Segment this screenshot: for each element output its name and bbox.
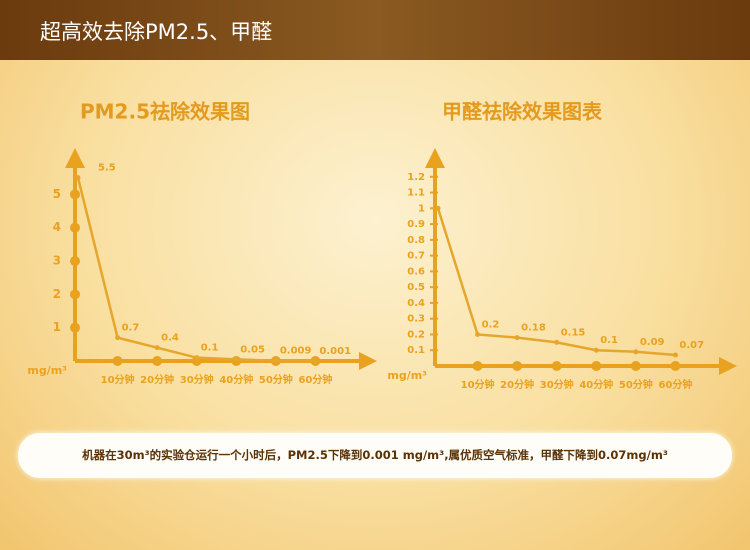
x-tick-label: 40分钟 (219, 373, 253, 386)
x-tick (112, 356, 123, 366)
y-tick-label: 0.1 (407, 345, 425, 356)
x-tick (591, 361, 602, 371)
header-title: 超高效去除PM2.5、甲醛 (40, 20, 273, 44)
x-tick-label: 40分钟 (579, 378, 613, 391)
y-tick-label: 0.6 (407, 266, 425, 277)
x-arrow (359, 352, 377, 370)
y-tick-label: 3 (53, 254, 61, 268)
y-tick-label: 4 (53, 220, 61, 234)
data-point (475, 331, 481, 337)
y-tick-label: 2 (53, 287, 61, 301)
x-arrow (719, 357, 737, 375)
x-tick-label: 60分钟 (298, 373, 332, 386)
y-tick-label: 0.4 (407, 298, 425, 309)
y-tick (70, 189, 80, 200)
data-point (273, 358, 279, 364)
data-line (76, 177, 316, 363)
data-label: 0.05 (240, 344, 265, 355)
data-point (233, 356, 239, 362)
y-tick (70, 289, 80, 300)
charts: PM2.5祛除效果图 mg/m³ 1 2 3 4 5 10分钟 20分钟 30分钟 40分钟 50分钟… (27, 100, 737, 391)
data-point (75, 175, 81, 181)
x-tick-label: 20分钟 (500, 378, 534, 391)
data-point (435, 205, 441, 211)
caption: 机器在30m³的实验仓运行一个小时后，PM2.5下降到0.001 mg/m³,属… (82, 448, 668, 462)
y-tick-label: 0.2 (407, 329, 425, 340)
data-label: 0.07 (679, 340, 704, 351)
y-tick (70, 222, 80, 233)
x-tick-label: 10分钟 (101, 373, 135, 386)
x-tick (512, 361, 523, 371)
x-tick-label: 20分钟 (140, 373, 174, 386)
y-tick (70, 322, 80, 333)
data-point (593, 347, 599, 353)
x-tick (472, 361, 483, 371)
x-tick-label: 50分钟 (259, 373, 293, 386)
x-tick-label: 10分钟 (461, 378, 495, 391)
y-tick-label: 1 (53, 320, 61, 334)
data-label: 0.1 (600, 335, 618, 346)
y-tick-label: 0.3 (407, 314, 425, 325)
data-line (436, 207, 676, 357)
chart-title: PM2.5祛除效果图 (80, 100, 250, 124)
data-label: 0.15 (561, 327, 586, 338)
data-point (312, 358, 318, 364)
y-tick-label: 0.9 (407, 219, 425, 230)
data-label: 0.7 (122, 323, 140, 334)
y-tick-label: 0.8 (407, 235, 425, 246)
chart-title: 甲醛祛除效果图表 (442, 100, 603, 124)
x-tick-label: 60分钟 (658, 378, 692, 391)
x-tick-label: 30分钟 (540, 378, 574, 391)
y-tick-label: 0.7 (407, 251, 425, 262)
x-tick (670, 361, 681, 371)
data-point (194, 355, 200, 361)
data-label: 0.1 (201, 343, 219, 354)
data-point (514, 335, 520, 341)
y-axis-label: mg/m³ (27, 364, 67, 377)
x-tick (551, 361, 562, 371)
data-point (554, 339, 560, 345)
data-point (115, 335, 121, 341)
y-arrow (425, 148, 445, 168)
x-tick (152, 356, 163, 366)
data-label: 0.09 (640, 337, 665, 348)
data-label: 0.4 (161, 333, 179, 344)
data-point (672, 352, 678, 358)
y-tick-label: 0.5 (407, 282, 425, 293)
data-point (154, 345, 160, 351)
data-label: 0.001 (319, 346, 351, 357)
y-tick (70, 256, 80, 266)
y-tick-label: 1 (418, 203, 425, 214)
data-label: 0.009 (280, 346, 312, 357)
y-tick-label: 5 (53, 187, 61, 201)
y-axis-label: mg/m³ (387, 369, 427, 382)
data-label: 5.5 (98, 163, 116, 174)
x-tick-label: 50分钟 (619, 378, 653, 391)
caption-box: 机器在30m³的实验仓运行一个小时后，PM2.5下降到0.001 mg/m³,属… (18, 433, 732, 478)
x-tick (630, 361, 641, 371)
data-label: 0.18 (521, 323, 546, 334)
data-point (633, 349, 639, 355)
y-tick-label: 1.1 (407, 188, 425, 199)
x-tick-label: 30分钟 (180, 373, 214, 386)
y-tick-label: 1.2 (407, 172, 425, 183)
data-label: 0.2 (482, 319, 500, 330)
y-arrow (65, 148, 85, 168)
header: 超高效去除PM2.5、甲醛 (0, 0, 750, 60)
